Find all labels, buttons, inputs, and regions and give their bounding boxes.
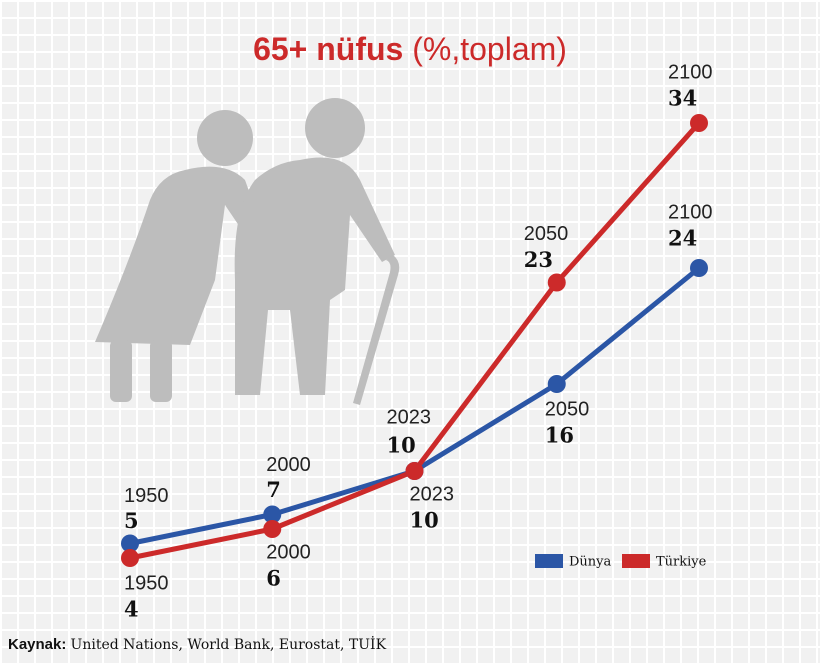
value-label: 23 — [524, 247, 553, 272]
year-label: 2023 — [410, 483, 455, 505]
data-point — [405, 462, 424, 480]
year-label: 1950 — [124, 572, 169, 594]
source-label: Kaynak: — [8, 636, 66, 653]
source: Kaynak: United Nations, World Bank, Euro… — [8, 635, 387, 653]
data-point — [263, 505, 282, 524]
value-label: 16 — [545, 423, 574, 448]
value-label: 4 — [124, 597, 139, 622]
value-label: 10 — [410, 508, 439, 533]
legend-label: Dünya — [569, 555, 612, 570]
title: 65+ nüfus (%,toplam) — [253, 31, 567, 67]
data-point — [263, 520, 282, 538]
data-point — [547, 375, 566, 393]
value-label: 10 — [387, 433, 416, 458]
year-label: 1950 — [124, 485, 169, 507]
elderly-couple-icon — [95, 98, 400, 405]
data-point — [547, 273, 566, 292]
source-text: United Nations, World Bank, Eurostat, TU… — [71, 635, 387, 653]
value-label: 6 — [266, 566, 281, 591]
data-point — [690, 114, 708, 132]
title-main: 65+ nüfus — [253, 31, 403, 67]
year-label: 2000 — [266, 541, 311, 563]
year-label: 2050 — [524, 223, 569, 245]
year-label: 2000 — [266, 454, 311, 476]
year-label: 2100 — [668, 201, 713, 223]
legend-swatch — [622, 554, 650, 568]
year-label: 2100 — [668, 61, 713, 83]
year-label: 2050 — [545, 398, 590, 420]
legend-label: Türkiye — [656, 555, 707, 570]
value-label: 7 — [266, 477, 281, 502]
value-label: 24 — [668, 226, 697, 251]
data-point — [121, 534, 139, 553]
data-point — [690, 259, 708, 277]
value-label: 34 — [668, 86, 697, 111]
data-point — [121, 549, 139, 567]
title-unit: (%,toplam) — [412, 31, 567, 67]
legend-swatch — [535, 554, 563, 568]
year-label: 2023 — [387, 406, 432, 428]
value-label: 5 — [124, 508, 139, 533]
